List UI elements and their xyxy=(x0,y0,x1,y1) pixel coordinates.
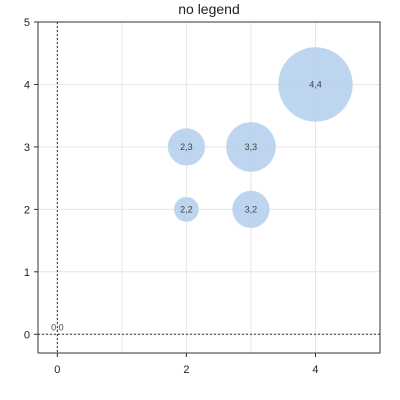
y-tick-label: 0 xyxy=(24,329,30,341)
chart-title: no legend xyxy=(178,1,240,17)
bubble-label: 4,4 xyxy=(309,79,322,89)
bubble-label: 3,3 xyxy=(245,142,258,152)
x-tick-label: 2 xyxy=(183,364,189,376)
bubble-3-3 xyxy=(226,122,276,172)
x-tick-label: 0 xyxy=(54,364,60,376)
y-tick-label: 2 xyxy=(24,204,30,216)
bubble-4-4 xyxy=(278,47,353,122)
y-tick-label: 5 xyxy=(24,17,30,29)
bubble-2-3 xyxy=(167,128,206,166)
x-tick-label: 4 xyxy=(312,364,318,376)
plot-frame xyxy=(37,21,381,354)
y-tick-label: 4 xyxy=(24,79,30,91)
bubble-label: 2,2 xyxy=(180,204,193,214)
bubble-label: 2,3 xyxy=(180,142,193,152)
bubble-label: 3,2 xyxy=(245,204,258,214)
y-axis-ticks: 0 1 2 3 4 5 xyxy=(24,17,38,341)
bubble-2-2 xyxy=(174,196,199,222)
y-tick-label: 1 xyxy=(24,267,30,279)
bubble-layer: 0,0 2,2 2,3 3,2 3,3 4,4 xyxy=(51,47,353,332)
zero-lines xyxy=(38,22,380,353)
bubble-label: 0,0 xyxy=(51,322,64,332)
x-axis-ticks: 0 2 4 xyxy=(54,353,319,376)
y-tick-label: 3 xyxy=(24,142,30,154)
bubble-3-2 xyxy=(232,190,270,228)
